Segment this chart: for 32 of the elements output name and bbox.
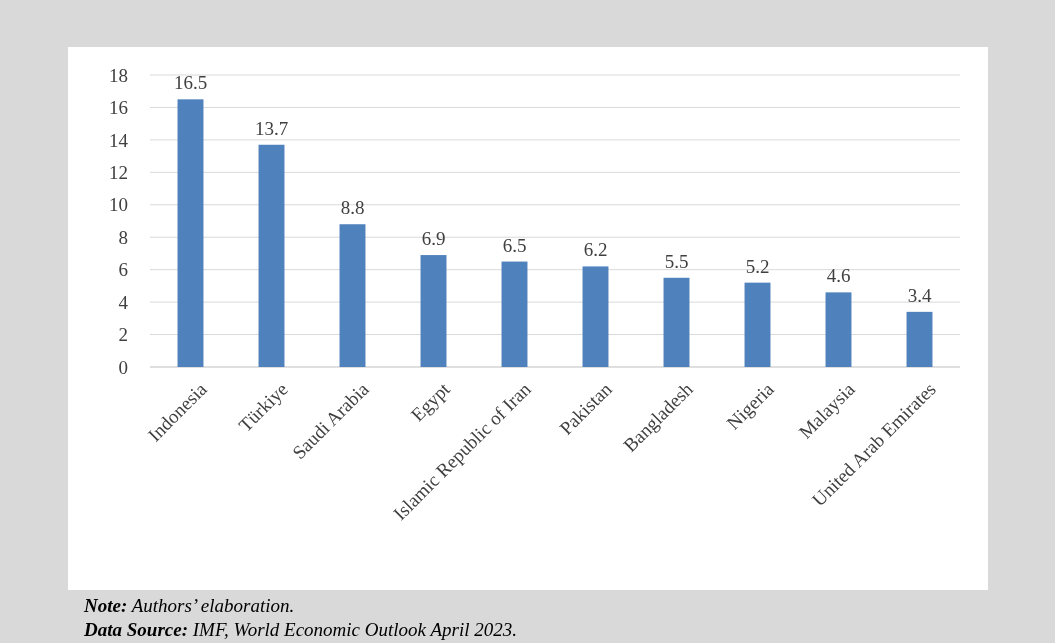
data-label: 3.4 xyxy=(907,284,932,306)
data-label: 8.8 xyxy=(340,197,365,219)
y-tick-label: 12 xyxy=(109,161,128,183)
data-label: 16.5 xyxy=(173,72,208,94)
bar xyxy=(177,99,204,367)
data-label: 6.2 xyxy=(583,239,608,261)
y-tick-label: 18 xyxy=(109,64,128,86)
bar xyxy=(258,144,285,367)
y-tick-label: 14 xyxy=(109,129,129,151)
y-tick-label: 8 xyxy=(118,226,128,248)
y-tick-label: 16 xyxy=(109,97,128,119)
bar xyxy=(744,282,771,367)
text: Note: Authors’ elaboration. xyxy=(83,595,295,616)
bar xyxy=(501,261,528,367)
y-tick-label: 6 xyxy=(118,259,128,281)
bar xyxy=(582,266,609,367)
bar xyxy=(420,255,447,367)
data-label: 4.6 xyxy=(826,265,851,287)
data-label: 6.5 xyxy=(502,234,527,256)
bar xyxy=(906,311,933,367)
data-label: 6.9 xyxy=(421,228,446,250)
bar xyxy=(825,292,852,367)
y-tick-label: 10 xyxy=(109,194,128,216)
data-label: 13.7 xyxy=(254,117,289,139)
data-label: 5.2 xyxy=(745,255,770,277)
y-tick-label: 0 xyxy=(118,356,128,378)
bar xyxy=(339,224,366,367)
source-note: Data Source: IMF, World Economic Outlook April 2023. xyxy=(83,619,517,640)
data-label: 5.5 xyxy=(664,250,689,272)
bar xyxy=(663,277,690,367)
y-tick-label: 4 xyxy=(118,291,129,313)
y-tick-label: 2 xyxy=(118,324,128,346)
